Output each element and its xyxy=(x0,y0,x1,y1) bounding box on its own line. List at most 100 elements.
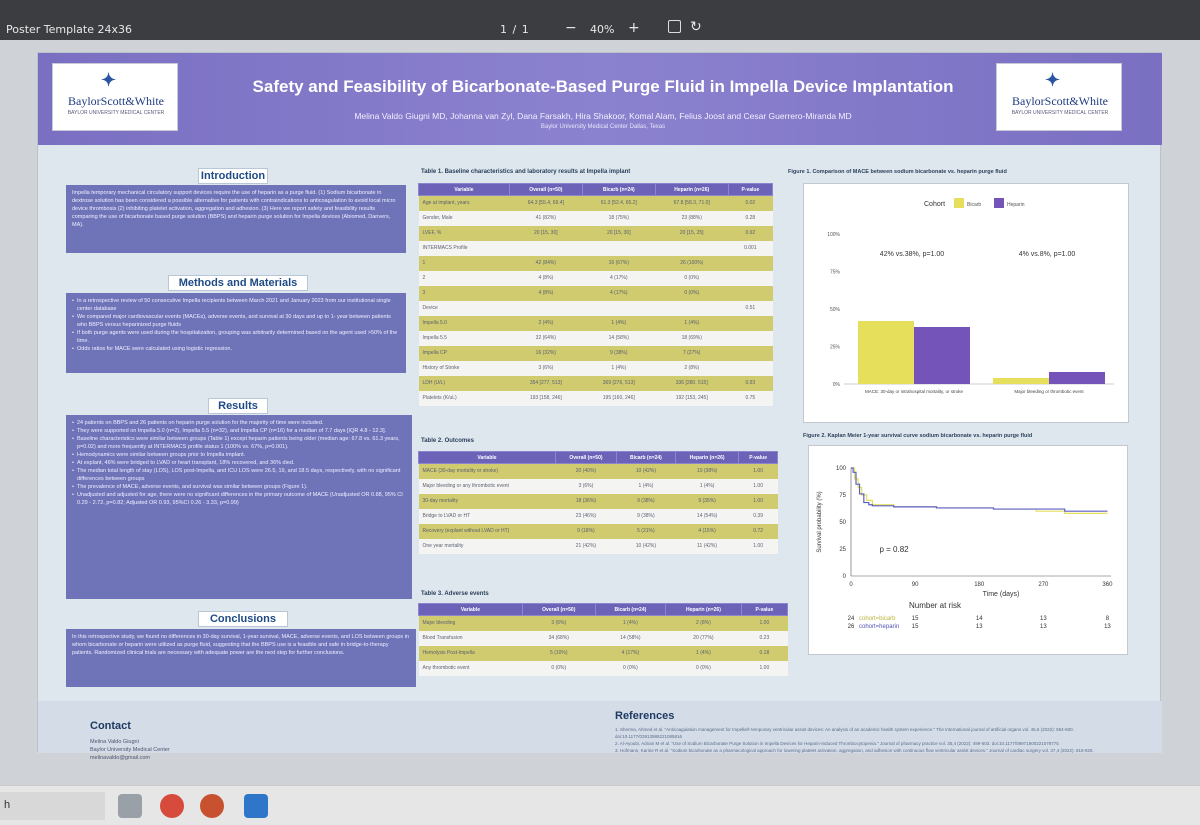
table-cell: 14 (58%) xyxy=(595,630,666,646)
table-row: INTERMACS Profile 0.001 xyxy=(418,240,773,256)
y-tick-label: 75 xyxy=(839,493,846,499)
table-cell: 1.00 xyxy=(741,615,788,631)
table-cell: 1.00 xyxy=(738,538,778,554)
y-tick-label: 50% xyxy=(830,307,841,313)
results-bullet: The median total length of stay (LOS), L… xyxy=(72,467,406,483)
document-app-icon[interactable] xyxy=(244,794,268,818)
legend-swatch xyxy=(994,198,1004,208)
x-tick-label: 180 xyxy=(974,582,985,588)
table-cell: INTERMACS Profile xyxy=(418,240,510,256)
table-cell xyxy=(728,330,773,346)
table-cell: 9 (18%) xyxy=(555,523,617,539)
table-cell: 354 [277, 513] xyxy=(509,375,583,391)
poster-page: ✦ BaylorScott&White BAYLOR UNIVERSITY ME… xyxy=(37,52,1162,761)
risk-row-label: cohort=bicarb xyxy=(859,616,896,622)
x-axis-label: Time (days) xyxy=(983,591,1020,598)
table-header-cell: P-value xyxy=(738,451,778,464)
table-row: Any thrombotic event 0 (0%) 0 (0%) 0 (0%) 1.… xyxy=(418,660,788,676)
references-heading: References xyxy=(615,710,675,722)
results-bullet: The prevalence of MACE, adverse events, … xyxy=(72,483,406,491)
table-cell: 1 (4%) xyxy=(675,478,739,494)
table-cell: 10 (42%) xyxy=(616,463,676,479)
table-header-cell: Overall (n=50) xyxy=(554,451,617,464)
table-cell: 20 [15, 30] xyxy=(509,225,583,241)
rotate-icon[interactable]: ↻ xyxy=(690,19,702,35)
table-cell: 5 (21%) xyxy=(616,523,676,539)
table-cell: 9 (38%) xyxy=(616,508,676,524)
contact-institution: Baylor University Medical Center xyxy=(90,747,170,753)
bar xyxy=(993,378,1049,384)
methods-bullet: We compared major cardiovascular events … xyxy=(72,313,400,329)
table-header-cell: Variable xyxy=(418,603,523,616)
conclusions-text: In this retrospective study, we found no… xyxy=(66,629,416,687)
table-cell: 0.75 xyxy=(728,390,773,406)
risk-count: 13 xyxy=(1040,616,1047,622)
table-cell: 32 (64%) xyxy=(509,330,583,346)
table-cell: 9 (35%) xyxy=(675,493,739,509)
chrome-icon[interactable] xyxy=(160,794,184,818)
table-cell: 1.00 xyxy=(741,660,788,676)
table-row: Impella CP 16 (32%) 9 (38%) 7 (27%) xyxy=(418,345,773,361)
figure1-box: Cohort Bicarb Heparin 0% 25% 50% 75% 100% MACE: … xyxy=(803,183,1129,423)
taskbar-search[interactable]: h xyxy=(0,792,105,820)
table-cell: Platelets (K/uL) xyxy=(418,390,510,406)
risk-table-title: Number at risk xyxy=(909,601,962,610)
table-row: Bridge to LVAD or HT 23 (46%) 9 (38%) 14 (5… xyxy=(418,508,778,524)
poster-affiliation: Baylor University Medical Center Dallas,… xyxy=(540,124,666,130)
table-row: One year mortality 21 (42%) 10 (42%) 11 (42… xyxy=(418,538,778,554)
reference-item: 1. Sherma, Ahmed et al. "Anticoagulation… xyxy=(615,727,1074,739)
zoom-level[interactable]: 40% xyxy=(590,23,615,36)
page-indicator[interactable]: 1 / 1 xyxy=(500,23,530,36)
table-row: Blood Transfusion 34 (68%) 14 (58%) 20 (77%… xyxy=(418,630,788,646)
table-cell: 2 (8%) xyxy=(655,360,729,376)
table-cell: Impella 5.5 xyxy=(418,330,510,346)
table-row: Recovery (explant without LVAD or HT) 9 (… xyxy=(418,523,778,539)
table-cell: 0.23 xyxy=(741,630,788,646)
table-cell: 1 xyxy=(418,255,510,271)
table-cell xyxy=(728,255,773,271)
zoom-out-button[interactable]: − xyxy=(565,20,577,36)
table-row: LVEF, % 20 [15, 30] 20 [15, 30] 20 [15, 25]… xyxy=(418,225,773,241)
table-cell: 3 (6%) xyxy=(555,478,617,494)
table-cell: 11 (42%) xyxy=(675,538,739,554)
table-cell xyxy=(582,300,656,316)
table-cell xyxy=(728,270,773,286)
table-cell: Impella CP xyxy=(418,345,510,361)
table-cell: 369 [276, 513] xyxy=(582,375,656,391)
y-tick-label: 0% xyxy=(833,382,841,388)
table-cell: 26 (100%) xyxy=(655,255,729,271)
table-cell: Hemolysis Post-Impella xyxy=(418,645,523,661)
table-cell: History of Stroke xyxy=(418,360,510,376)
results-bullet: Unadjusted and adjusted for age, there w… xyxy=(72,491,406,507)
contact-details: Melina Valdo Giugni Baylor University Me… xyxy=(90,738,170,762)
risk-count: 13 xyxy=(1104,624,1111,630)
table-cell xyxy=(655,300,729,316)
table-header-cell: Variable xyxy=(418,451,556,464)
task-view-icon[interactable] xyxy=(118,794,142,818)
powerpoint-icon[interactable] xyxy=(200,794,224,818)
results-bullet: At explant, 46% were bridged to LVAD or … xyxy=(72,459,406,467)
table-cell: 0 (0%) xyxy=(665,660,742,676)
table-row: Platelets (K/uL) 193 [158, 246] 195 [160, … xyxy=(418,390,773,406)
table-cell: 336 [280, 515] xyxy=(655,375,729,391)
table-cell: 3 xyxy=(418,285,510,301)
zoom-in-button[interactable]: + xyxy=(628,20,640,36)
logo-mark-icon: ✦ xyxy=(1045,70,1061,90)
table-cell: 20 [15, 25] xyxy=(655,225,729,241)
table-cell: 41 (82%) xyxy=(509,210,583,226)
table-cell: 4 (17%) xyxy=(582,285,656,301)
table-cell: 9 (38%) xyxy=(616,493,676,509)
table-row: Impella 5.5 32 (64%) 14 (58%) 18 (69%) xyxy=(418,330,773,346)
legend-swatch xyxy=(954,198,964,208)
table-cell: 5 (10%) xyxy=(522,645,596,661)
table-header-cell: Bicarb (n=24) xyxy=(594,603,667,616)
baylor-logo-right: ✦ BaylorScott&White BAYLOR UNIVERSITY ME… xyxy=(996,63,1122,131)
table-cell: LDH (U/L) xyxy=(418,375,510,391)
table-header-cell: Bicarb (n=24) xyxy=(581,183,656,196)
table-cell: 23 (46%) xyxy=(555,508,617,524)
table-cell: 18 (75%) xyxy=(582,210,656,226)
methods-heading: Methods and Materials xyxy=(168,275,308,291)
risk-count: 13 xyxy=(1040,624,1047,630)
table-cell: Device xyxy=(418,300,510,316)
fit-page-icon[interactable] xyxy=(668,20,681,33)
